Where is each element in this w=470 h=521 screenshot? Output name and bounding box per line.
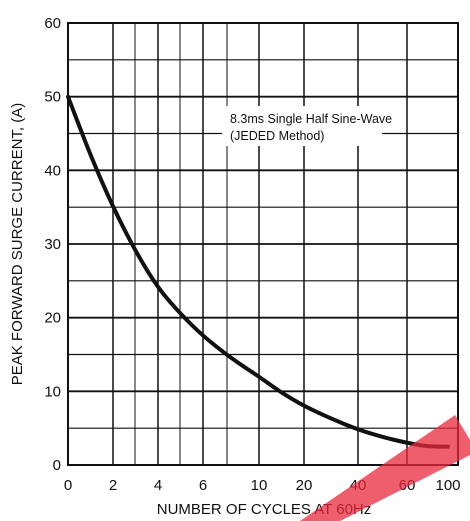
grid xyxy=(68,23,458,465)
annotation-line-2: (JEDED Method) xyxy=(230,129,324,143)
x-tick-label: 2 xyxy=(109,477,117,494)
annotation-line-1: 8.3ms Single Half Sine-Wave xyxy=(230,112,392,126)
y-tick-label: 10 xyxy=(44,383,61,400)
annotation-background xyxy=(222,106,382,146)
y-axis-ticks: 0 10 20 30 40 50 60 xyxy=(44,15,61,474)
y-tick-label: 60 xyxy=(44,15,61,32)
y-tick-label: 40 xyxy=(44,162,61,179)
y-axis-label: PEAK FORWARD SURGE CURRENT, (A) xyxy=(9,103,26,386)
x-tick-label: 0 xyxy=(64,477,72,494)
y-tick-label: 30 xyxy=(44,236,61,253)
x-tick-label: 4 xyxy=(154,477,162,494)
surge-curve xyxy=(66,94,450,449)
watermark-logo xyxy=(300,415,470,521)
plot-frame xyxy=(67,22,459,466)
x-tick-label: 20 xyxy=(296,477,313,494)
y-tick-label: 20 xyxy=(44,310,61,327)
x-tick-label: 100 xyxy=(435,477,460,494)
x-tick-label: 6 xyxy=(199,477,207,494)
y-tick-label: 0 xyxy=(53,457,61,474)
x-tick-label: 10 xyxy=(251,477,268,494)
y-tick-label: 50 xyxy=(44,89,61,106)
